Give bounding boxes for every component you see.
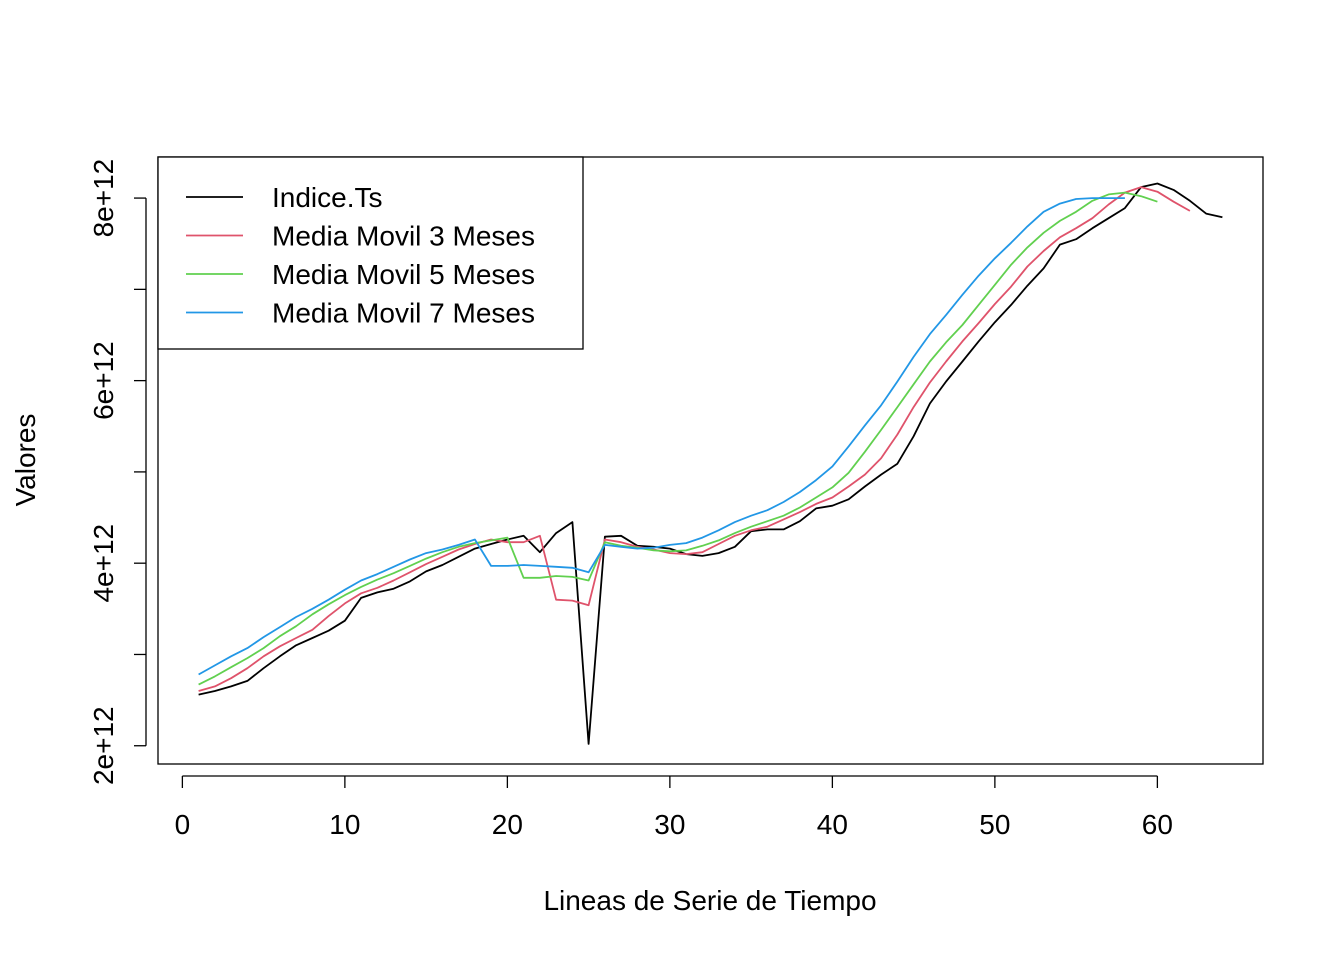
y-tick-label: 6e+12 <box>88 341 119 420</box>
legend-label-4: Media Movil 7 Meses <box>272 298 535 329</box>
y-tick-label: 2e+12 <box>88 706 119 785</box>
legend: Indice.Ts Media Movil 3 Meses Media Movil … <box>157 156 584 350</box>
x-tick-label: 0 <box>175 809 191 840</box>
legend-box <box>157 156 584 350</box>
x-axis-label: Lineas de Serie de Tiempo <box>543 885 876 916</box>
legend-label-1: Indice.Ts <box>272 182 383 213</box>
x-tick-label: 50 <box>979 809 1010 840</box>
y-tick-label: 8e+12 <box>88 159 119 238</box>
series-line-2 <box>198 186 1191 692</box>
x-tick-label: 40 <box>817 809 848 840</box>
y-axis-label: Valores <box>10 414 41 507</box>
series-line-1 <box>198 182 1223 745</box>
x-tick-label: 20 <box>492 809 523 840</box>
x-tick-label: 10 <box>329 809 360 840</box>
series-line-3 <box>198 191 1158 686</box>
plot-frame <box>157 156 1264 765</box>
x-tick-label: 60 <box>1142 809 1173 840</box>
x-tick-label: 30 <box>654 809 685 840</box>
legend-label-2: Media Movil 3 Meses <box>272 221 535 252</box>
y-tick-label: 4e+12 <box>88 524 119 603</box>
series-line-4 <box>198 197 1125 676</box>
legend-label-3: Media Movil 5 Meses <box>272 259 535 290</box>
